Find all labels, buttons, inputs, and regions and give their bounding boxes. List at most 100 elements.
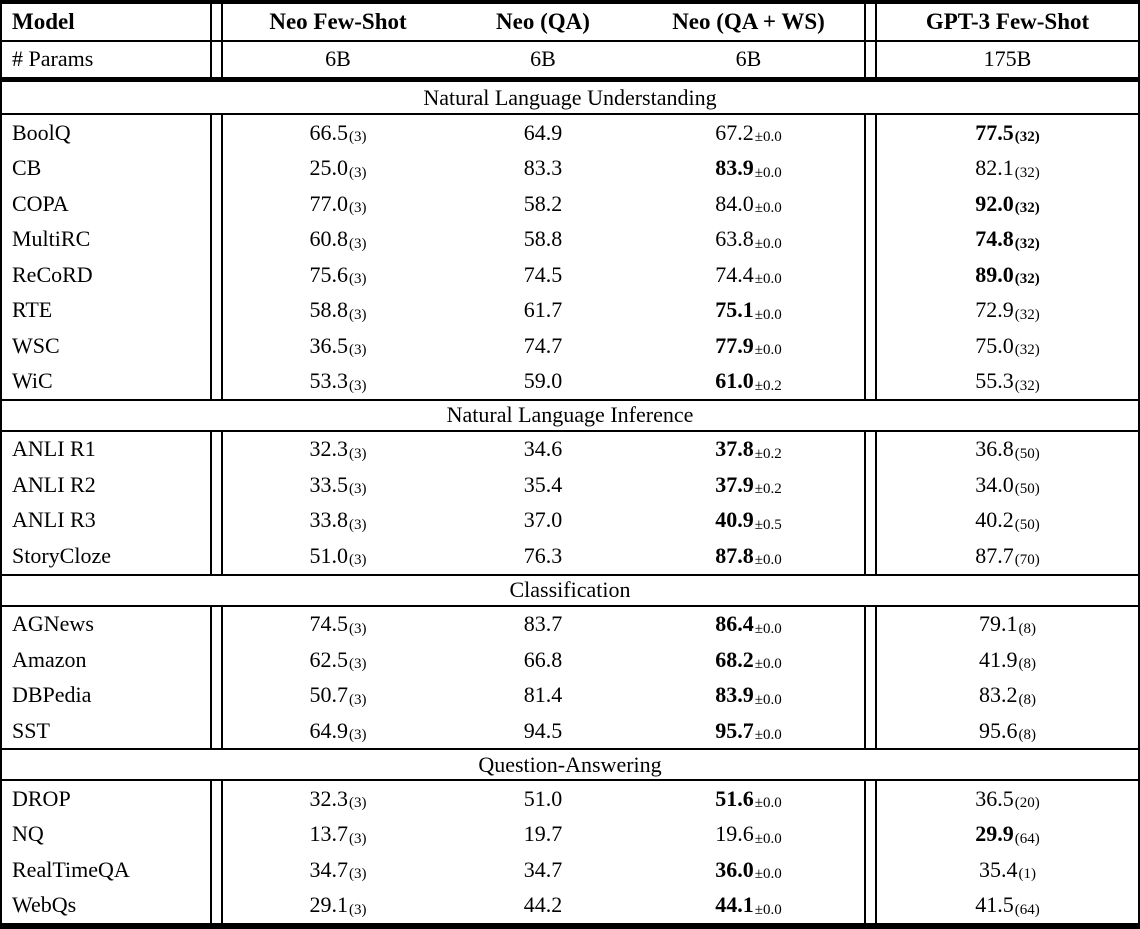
table-row-nq: NQ 13.7 (3) 19.7 19.6 ±0.0 29.9 (64) xyxy=(2,816,1138,853)
score-cell-neo-few-shot: 74.5 (3) xyxy=(223,607,453,642)
score-value: 50.7 xyxy=(309,682,349,708)
score-value: 74.5 xyxy=(309,611,349,637)
task-name: CB xyxy=(12,155,42,181)
score-value: 77.9 xyxy=(715,332,754,358)
score-value: 29.9 xyxy=(975,821,1014,847)
double-rule-right xyxy=(864,4,877,40)
score-subscript: (8) xyxy=(1018,620,1037,637)
score-cell-gpt3-few-shot: 55.3 (32) xyxy=(877,363,1138,398)
score-subscript: (20) xyxy=(1014,795,1040,812)
score-subscript: (50) xyxy=(1014,516,1040,533)
score-cell-neo-qa: 76.3 xyxy=(453,538,633,573)
score-value: 74.5 xyxy=(523,261,563,287)
score-subscript: ±0.0 xyxy=(754,552,782,569)
table-row-anli-r2: ANLI R2 33.5 (3) 35.4 37.9 ±0.2 34.0 (50) xyxy=(2,467,1138,503)
score-subscript: (3) xyxy=(349,129,367,146)
score-cell-neo-qa: 83.3 xyxy=(453,151,633,186)
score-cell-neo-qa-ws: 51.6 ±0.0 xyxy=(633,781,864,816)
score-cell-neo-qa: 58.8 xyxy=(453,222,633,257)
score-cell-neo-qa-ws: 84.0 ±0.0 xyxy=(633,186,864,221)
score-cell-neo-few-shot: 53.3 (3) xyxy=(223,363,453,398)
task-name: WebQs xyxy=(12,892,77,918)
double-rule-left xyxy=(210,606,223,642)
table-row-wic: WiC 53.3 (3) 59.0 61.0 ±0.2 55.3 (32) xyxy=(2,363,1138,399)
score-value: 75.1 xyxy=(715,297,754,323)
double-rule-right xyxy=(864,431,877,468)
score-subscript: (8) xyxy=(1018,656,1037,673)
score-cell-neo-qa-ws: 37.9 ±0.2 xyxy=(633,467,864,502)
score-cell-neo-qa-ws: 44.1 ±0.0 xyxy=(633,888,864,923)
score-subscript: (3) xyxy=(349,235,367,252)
task-name: WiC xyxy=(12,368,53,394)
double-rule-left xyxy=(210,887,223,923)
score-value: 83.3 xyxy=(523,155,563,181)
score-cell-neo-qa-ws: 67.2 ±0.0 xyxy=(633,115,864,150)
score-value: 79.1 xyxy=(979,611,1018,637)
double-rule-left xyxy=(210,41,223,78)
score-value: 82.1 xyxy=(975,155,1014,181)
score-value: 19.7 xyxy=(523,821,563,847)
table-row-anli-r1: ANLI R1 32.3 (3) 34.6 37.8 ±0.2 36.8 (50) xyxy=(2,431,1138,468)
score-value: 60.8 xyxy=(309,226,349,252)
score-subscript: ±0.2 xyxy=(754,481,782,498)
score-value: 36.5 xyxy=(309,332,349,358)
double-rule-left xyxy=(210,327,223,364)
score-subscript: (64) xyxy=(1014,830,1040,847)
table-body: Natural Language Understanding BoolQ 66.5(… xyxy=(2,82,1138,923)
params-value-gpt3: 175B xyxy=(983,46,1032,72)
score-cell-gpt3-few-shot: 82.1 (32) xyxy=(877,151,1138,186)
score-value: 74.4 xyxy=(715,261,754,287)
score-subscript: (3) xyxy=(349,691,367,708)
score-value: 83.7 xyxy=(523,611,563,637)
score-cell-neo-qa-ws: 83.9 ±0.0 xyxy=(633,151,864,186)
score-cell-neo-qa: 64.9 xyxy=(453,115,633,150)
score-value: 68.2 xyxy=(715,646,754,672)
score-cell-neo-qa: 81.4 xyxy=(453,677,633,712)
score-subscript: (3) xyxy=(349,901,367,918)
table-row-webqs: WebQs 29.1 (3) 44.2 44.1 ±0.0 41.5 (64) xyxy=(2,887,1138,923)
score-subscript: ±0.0 xyxy=(754,691,782,708)
task-name: WSC xyxy=(12,332,60,358)
double-rule-right xyxy=(864,292,877,328)
score-value: 51.0 xyxy=(523,785,563,811)
score-value: 37.9 xyxy=(715,471,754,497)
score-value: 53.3 xyxy=(309,368,349,394)
params-value-neo-few-shot: 6B xyxy=(325,46,351,72)
double-rule-right xyxy=(864,363,877,399)
score-subscript: ±0.0 xyxy=(754,271,782,288)
params-value-neo-qa: 6B xyxy=(530,46,556,72)
score-value: 37.0 xyxy=(523,507,563,533)
task-name: COPA xyxy=(12,190,69,216)
double-rule-right xyxy=(864,606,877,642)
score-value: 76.3 xyxy=(523,542,563,568)
score-subscript: ±0.0 xyxy=(754,795,782,812)
column-header-neo-qa: Neo (QA) xyxy=(496,8,590,34)
score-subscript: ±0.2 xyxy=(754,445,782,462)
double-rule-right xyxy=(864,467,877,503)
score-subscript: ±0.0 xyxy=(754,235,782,252)
score-subscript: (3) xyxy=(349,620,367,637)
score-value: 44.1 xyxy=(715,892,754,918)
section-header-row: Natural Language Understanding xyxy=(2,82,1138,116)
double-rule-right xyxy=(864,502,877,539)
score-cell-neo-few-shot: 32.3 (3) xyxy=(223,781,453,816)
score-cell-neo-qa: 44.2 xyxy=(453,888,633,923)
score-value: 84.0 xyxy=(715,190,754,216)
score-value: 61.0 xyxy=(715,368,754,394)
score-value: 34.0 xyxy=(975,471,1014,497)
table-row-rte: RTE 58.8 (3) 61.7 75.1 ±0.0 72.9 (32) xyxy=(2,292,1138,328)
section-header-row: Question-Answering xyxy=(2,748,1138,782)
score-cell-neo-qa-ws: 83.9 ±0.0 xyxy=(633,677,864,712)
score-cell-gpt3-few-shot: 77.5 (32) xyxy=(877,115,1138,150)
score-value: 92.0 xyxy=(975,190,1014,216)
score-cell-gpt3-few-shot: 41.5 (64) xyxy=(877,888,1138,923)
double-rule-left xyxy=(210,641,223,678)
score-value: 35.4 xyxy=(979,856,1018,882)
double-rule-right xyxy=(864,221,877,257)
double-rule-right xyxy=(864,327,877,364)
score-value: 63.8 xyxy=(715,226,754,252)
score-subscript: (50) xyxy=(1014,445,1040,462)
score-cell-neo-few-shot: 51.0 (3) xyxy=(223,538,453,573)
double-rule-right xyxy=(864,257,877,293)
